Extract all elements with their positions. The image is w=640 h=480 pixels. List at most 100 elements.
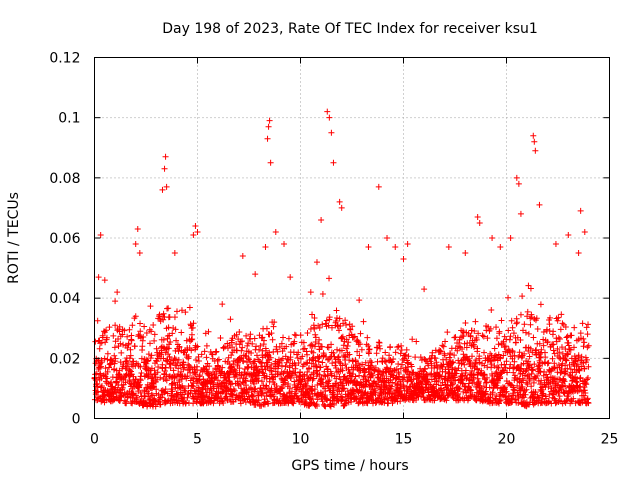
data-point (442, 338, 449, 345)
data-point (100, 396, 107, 403)
data-point (311, 325, 318, 332)
data-point (330, 350, 337, 357)
data-point (325, 322, 332, 329)
data-point (311, 314, 318, 321)
data-point (237, 338, 244, 345)
data-point (214, 394, 221, 401)
data-point (178, 307, 185, 314)
data-point (219, 301, 226, 308)
data-point (392, 349, 399, 356)
data-point (136, 250, 143, 257)
data-point (351, 333, 358, 340)
data-point (312, 331, 319, 338)
data-point (530, 334, 537, 341)
data-point (397, 350, 404, 357)
data-point (381, 394, 388, 401)
data-point (476, 353, 483, 360)
data-point (474, 213, 481, 220)
data-point (295, 359, 302, 366)
data-point (333, 369, 340, 376)
data-point (192, 371, 199, 378)
data-point (146, 326, 153, 333)
data-point (288, 388, 295, 395)
data-point (319, 291, 326, 298)
data-point (294, 354, 301, 361)
data-point (285, 381, 292, 388)
data-point (244, 389, 251, 396)
data-point (288, 372, 295, 379)
data-point (461, 361, 468, 368)
data-point (510, 330, 517, 337)
data-point (400, 256, 407, 263)
data-point (429, 349, 436, 356)
data-point (147, 340, 154, 347)
data-point (398, 342, 405, 349)
data-point (219, 364, 226, 371)
data-point (173, 337, 180, 344)
data-point (103, 334, 110, 341)
data-point (244, 342, 251, 349)
x-tick-label: 0 (90, 432, 99, 448)
data-point (171, 314, 178, 321)
data-point (219, 389, 226, 396)
data-point (175, 397, 182, 404)
data-point (185, 353, 192, 360)
data-point (345, 339, 352, 346)
data-point (304, 330, 311, 337)
data-point (581, 228, 588, 235)
data-point (134, 394, 141, 401)
data-point (206, 363, 213, 370)
data-point (340, 342, 347, 349)
data-point (466, 376, 473, 383)
data-point (323, 363, 330, 370)
data-point (402, 351, 409, 358)
data-point (389, 358, 396, 365)
data-point (176, 344, 183, 351)
data-point (157, 401, 164, 408)
data-point (278, 385, 285, 392)
data-point (281, 241, 288, 248)
y-tick-label: 0.08 (49, 171, 80, 187)
data-point (457, 396, 464, 403)
data-point (175, 348, 182, 355)
data-point (113, 379, 120, 386)
data-point (163, 183, 170, 190)
data-point (201, 348, 208, 355)
data-point (176, 379, 183, 386)
data-point (149, 392, 156, 399)
data-point (450, 380, 457, 387)
data-point (303, 360, 310, 367)
data-point (132, 313, 139, 320)
data-point (336, 198, 343, 205)
data-point (315, 358, 322, 365)
data-point (336, 358, 343, 365)
data-point (333, 375, 340, 382)
data-point (213, 370, 220, 377)
data-point (333, 317, 340, 324)
data-point (460, 380, 467, 387)
data-point (585, 321, 592, 328)
data-point (356, 297, 363, 304)
data-point (350, 334, 357, 341)
data-point (455, 357, 462, 364)
data-point (166, 353, 173, 360)
data-point (258, 363, 265, 370)
data-point (337, 379, 344, 386)
data-point (317, 364, 324, 371)
data-point (366, 346, 373, 353)
data-point (258, 386, 265, 393)
data-point (494, 384, 501, 391)
x-tick-label: 15 (395, 432, 413, 448)
data-point (286, 385, 293, 392)
data-point (400, 382, 407, 389)
data-point (251, 335, 258, 342)
data-point (143, 330, 150, 337)
data-point (194, 343, 201, 350)
data-point (151, 331, 158, 338)
data-point (585, 342, 592, 349)
data-point (195, 357, 202, 364)
data-point (220, 399, 227, 406)
data-point (125, 359, 132, 366)
data-point (292, 390, 299, 397)
data-point (397, 365, 404, 372)
